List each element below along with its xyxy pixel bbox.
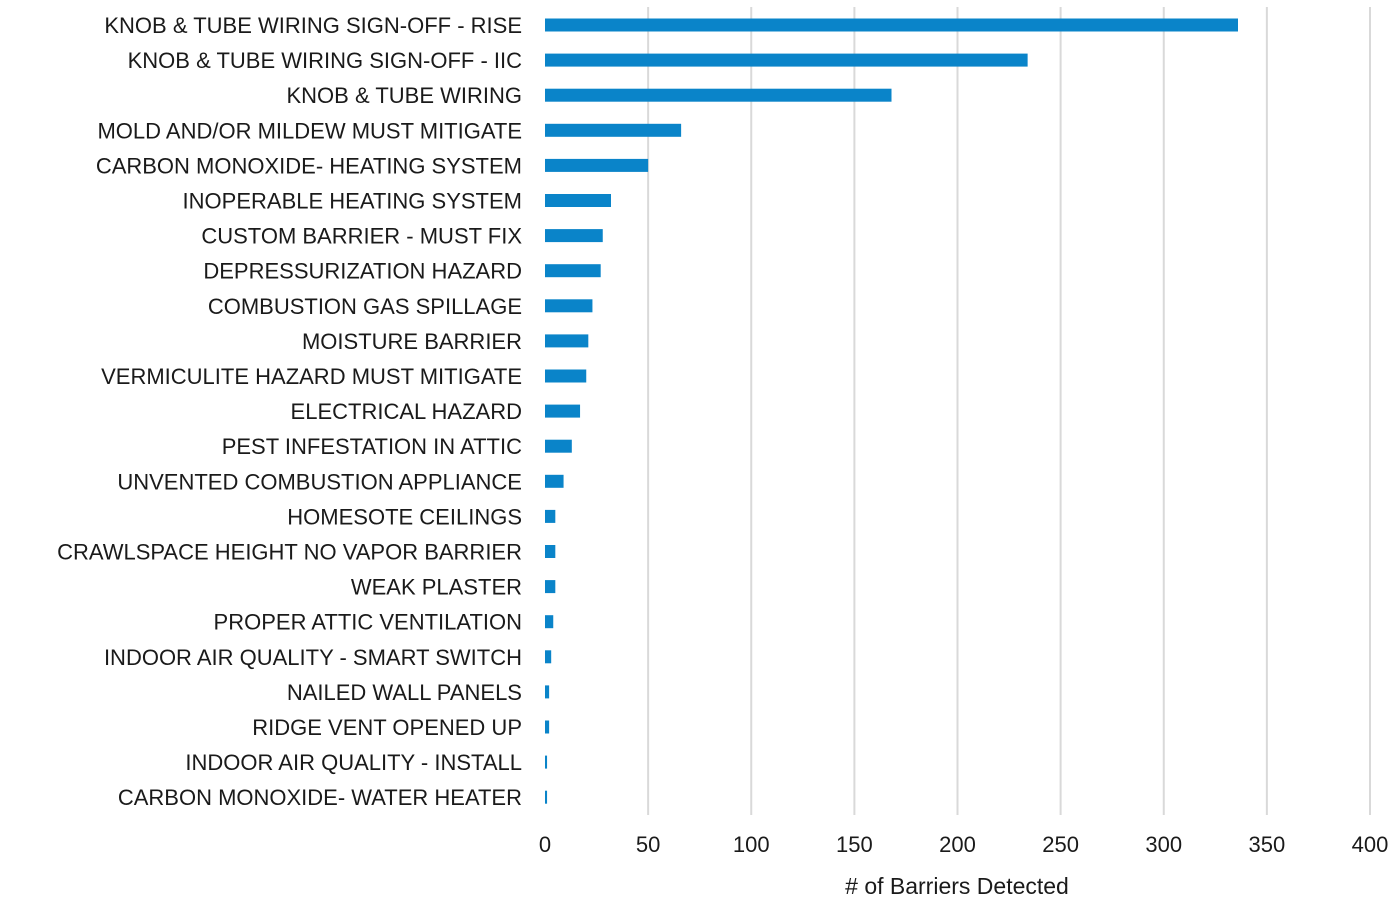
- x-tick-label: 200: [939, 832, 976, 857]
- bar: [545, 404, 581, 418]
- category-label: KNOB & TUBE WIRING: [286, 83, 522, 108]
- category-label: VERMICULITE HAZARD MUST MITIGATE: [101, 364, 522, 389]
- x-tick-label: 50: [636, 832, 660, 857]
- bar: [545, 439, 572, 453]
- category-label: COMBUSTION GAS SPILLAGE: [208, 294, 522, 319]
- category-label: INOPERABLE HEATING SYSTEM: [183, 189, 522, 214]
- category-label: INDOOR AIR QUALITY - SMART SWITCH: [104, 645, 522, 670]
- category-label: CRAWLSPACE HEIGHT NO VAPOR BARRIER: [57, 540, 522, 565]
- x-tick-label: 0: [539, 832, 551, 857]
- bar: [545, 755, 548, 769]
- bars: [545, 18, 1238, 804]
- gridlines: [647, 7, 1371, 815]
- bar: [545, 299, 593, 313]
- category-label: DEPRESSURIZATION HAZARD: [203, 259, 522, 284]
- category-label: MOISTURE BARRIER: [302, 329, 522, 354]
- bar: [545, 790, 548, 804]
- bar: [545, 685, 550, 699]
- category-label: UNVENTED COMBUSTION APPLIANCE: [117, 469, 522, 494]
- category-label: WEAK PLASTER: [351, 575, 522, 600]
- bar: [545, 158, 649, 172]
- category-label: CARBON MONOXIDE- HEATING SYSTEM: [96, 153, 522, 178]
- category-labels: KNOB & TUBE WIRING SIGN-OFF - RISE KNOB &…: [57, 13, 522, 810]
- x-tick-label: 400: [1352, 832, 1389, 857]
- x-axis-title: # of Barriers Detected: [845, 873, 1069, 897]
- x-tick-label: 300: [1145, 832, 1182, 857]
- bar: [545, 194, 611, 207]
- bar: [545, 53, 1028, 67]
- bar: [545, 264, 601, 278]
- bar: [545, 720, 550, 734]
- x-tick-label: 150: [836, 832, 873, 857]
- category-label: CUSTOM BARRIER - MUST FIX: [201, 224, 522, 249]
- bar: [545, 509, 556, 523]
- bar: [545, 474, 564, 488]
- x-tick-label: 100: [733, 832, 770, 857]
- bar: [545, 369, 587, 383]
- bar: [545, 615, 554, 629]
- bar: [545, 123, 682, 137]
- x-tick-label: 250: [1042, 832, 1079, 857]
- category-label: PEST INFESTATION IN ATTIC: [222, 434, 522, 459]
- category-label: PROPER ATTIC VENTILATION: [214, 610, 522, 635]
- category-label: ELECTRICAL HAZARD: [291, 399, 522, 424]
- bar: [545, 545, 556, 558]
- category-label: KNOB & TUBE WIRING SIGN-OFF - RISE: [104, 13, 522, 38]
- x-tick-label: 350: [1249, 832, 1286, 857]
- bar: [545, 334, 589, 348]
- category-label: HOMESOTE CEILINGS: [287, 504, 522, 529]
- bar: [545, 88, 892, 102]
- category-label: NAILED WALL PANELS: [287, 680, 522, 705]
- bar: [545, 229, 603, 243]
- bar: [545, 580, 556, 594]
- category-label: CARBON MONOXIDE- WATER HEATER: [118, 785, 522, 810]
- bar: [545, 650, 552, 664]
- category-label: MOLD AND/OR MILDEW MUST MITIGATE: [97, 118, 522, 143]
- category-label: RIDGE VENT OPENED UP: [252, 715, 522, 740]
- category-label: KNOB & TUBE WIRING SIGN-OFF - IIC: [128, 48, 523, 73]
- x-tick-labels: 0 50 100 150 200 250 300 350 400: [539, 832, 1388, 857]
- bar: [545, 18, 1238, 32]
- category-label: INDOOR AIR QUALITY - INSTALL: [185, 750, 522, 775]
